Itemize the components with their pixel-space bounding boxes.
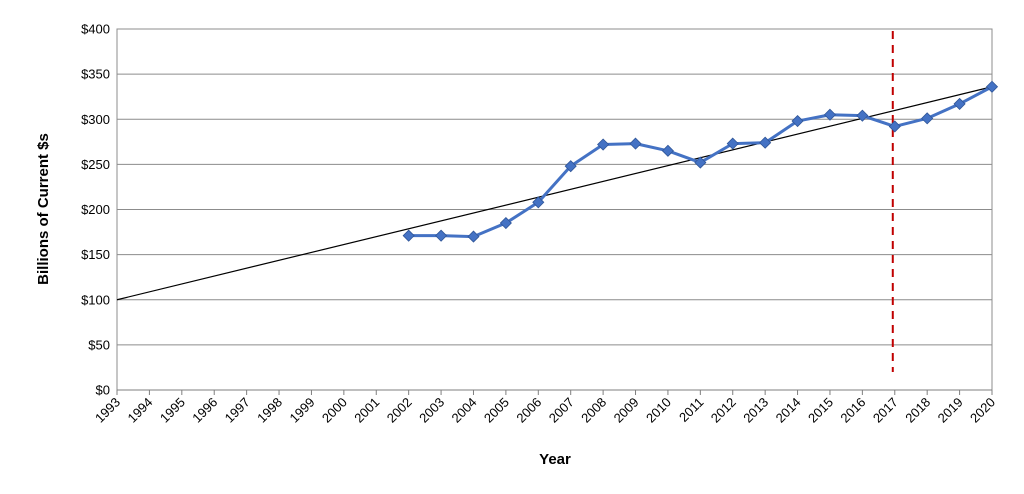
data-point-2009 [629, 137, 642, 150]
x-tick-label: 1998 [254, 395, 285, 426]
y-tick-label: $100 [81, 292, 110, 307]
x-tick-label: 2017 [870, 395, 901, 426]
x-tick-label: 2009 [611, 395, 642, 426]
x-tick-label: 1995 [157, 395, 188, 426]
x-tick-label: 2005 [481, 395, 512, 426]
x-tick-label: 1996 [189, 395, 220, 426]
x-tick-label: 1994 [124, 395, 155, 426]
data-point-2012 [726, 137, 739, 150]
x-tick-label: 2016 [837, 395, 868, 426]
x-tick-label: 2010 [643, 395, 674, 426]
x-tick-label: 2012 [708, 395, 739, 426]
data-point-2016 [856, 109, 869, 122]
data-point-2017 [888, 120, 901, 133]
y-tick-labels: $0 $50 $100 $150 $200 $250 $300 $350 $400 [81, 22, 110, 398]
y-tick-label: $0 [96, 383, 110, 398]
y-tick-label: $400 [81, 22, 110, 37]
data-point-2015 [823, 108, 837, 121]
x-axis-title: Year [539, 451, 571, 468]
x-tick-label: 2006 [513, 395, 544, 426]
y-tick-label: $350 [81, 67, 110, 82]
y-tick-label: $150 [81, 247, 110, 262]
data-point-2005 [499, 216, 512, 230]
x-tick-label: 1993 [92, 395, 123, 426]
x-tick-label: 1997 [222, 395, 253, 426]
x-tick-label: 2000 [319, 395, 350, 426]
x-tick-label: 2004 [449, 395, 480, 426]
x-tick-label: 2020 [967, 395, 998, 426]
x-tick-labels: 1993 1994 1995 1996 1997 1998 1999 2000 2001 2002… [92, 395, 998, 426]
series-layer [402, 80, 999, 243]
data-point-2020 [985, 80, 999, 93]
x-tick-label: 2018 [902, 395, 933, 426]
data-point-2013 [759, 136, 772, 149]
data-point-2011 [694, 156, 707, 169]
y-tick-label: $250 [81, 157, 110, 172]
data-point-2018 [921, 112, 934, 125]
data-point-2004 [467, 230, 480, 243]
x-tick-label: 2013 [740, 395, 771, 426]
x-tick-label: 2001 [351, 395, 382, 426]
x-tick-label: 2019 [935, 395, 966, 426]
x-tick-label: 2011 [676, 395, 706, 425]
x-tick-label: 1999 [287, 395, 318, 426]
data-point-2008 [597, 138, 610, 151]
data-point-2010 [661, 144, 674, 157]
data-point-2003 [435, 229, 448, 242]
x-tick-label: 2007 [546, 395, 577, 426]
trend-line [116, 86, 993, 301]
x-tick-label: 2002 [384, 395, 415, 426]
x-tick-label: 2003 [416, 395, 447, 426]
y-axis-title: Billions of Current $s [35, 133, 52, 285]
grid-layer [116, 28, 993, 395]
data-point-2014 [791, 114, 804, 128]
data-point-2007 [564, 160, 577, 173]
data-point-2006 [532, 196, 545, 209]
y-tick-label: $300 [81, 112, 110, 127]
trend-layer [116, 86, 993, 301]
x-tick-label: 2014 [773, 395, 804, 426]
data-point-2019 [953, 97, 966, 110]
x-tick-label: 2015 [805, 395, 836, 426]
y-tick-label: $200 [81, 202, 110, 217]
y-tick-label: $50 [88, 337, 110, 352]
x-tick-label: 2008 [578, 395, 609, 426]
data-point-2002 [402, 229, 415, 242]
